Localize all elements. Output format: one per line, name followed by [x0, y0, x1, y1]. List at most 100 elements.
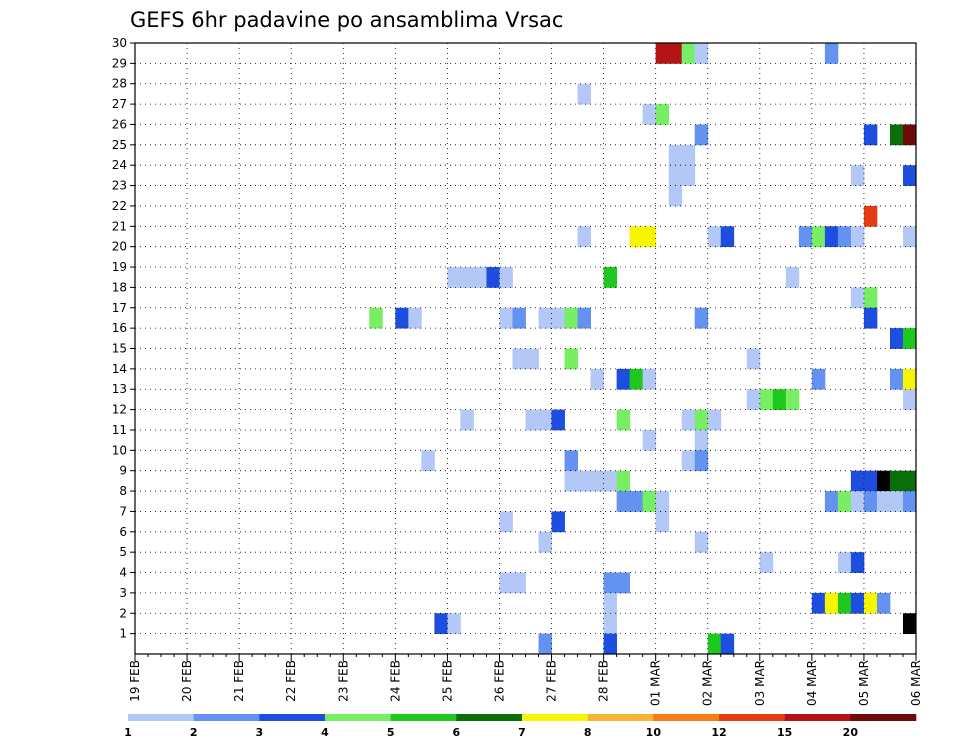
- heatmap-cell: [538, 307, 552, 329]
- x-tick-label: 04 MAR: [805, 660, 819, 706]
- heatmap-cell: [902, 470, 917, 492]
- y-tick-label: 25: [112, 138, 127, 152]
- heatmap-cell: [889, 491, 904, 512]
- heatmap-cell: [746, 348, 761, 370]
- y-tick-label: 2: [119, 606, 127, 620]
- heatmap-cell: [694, 307, 709, 329]
- heatmap-cell: [863, 287, 878, 309]
- y-tick-label: 19: [112, 260, 127, 274]
- heatmap-cell: [538, 531, 552, 553]
- colorbar-label: 7: [518, 726, 526, 739]
- heatmap-cell: [902, 328, 917, 349]
- x-tick-label: 26 FEB: [492, 660, 506, 702]
- heatmap-cell: [902, 165, 917, 186]
- y-tick-label: 6: [119, 525, 127, 539]
- heatmap-cell: [694, 531, 709, 553]
- heatmap-cell: [850, 470, 865, 492]
- y-tick-label: 26: [112, 117, 127, 131]
- heatmap-cell: [577, 307, 591, 329]
- y-tick-label: 24: [112, 158, 127, 172]
- heatmap-cell: [603, 633, 618, 655]
- heatmap-cell: [889, 328, 904, 349]
- y-tick-label: 3: [119, 586, 127, 600]
- heatmap-cell: [863, 592, 878, 614]
- heatmap-cell: [837, 592, 852, 614]
- heatmap-cell: [512, 572, 526, 594]
- colorbar-swatch: [456, 714, 523, 721]
- heatmap-cell: [603, 470, 618, 492]
- y-tick-label: 23: [112, 179, 127, 193]
- y-tick-label: 30: [112, 36, 127, 50]
- x-tick-label: 21 FEB: [232, 660, 246, 702]
- heatmap-cell: [668, 144, 683, 166]
- heatmap-cell: [499, 572, 513, 594]
- heatmap-cell: [694, 124, 709, 146]
- heatmap-cell: [655, 511, 670, 533]
- heatmap-cell: [694, 429, 709, 451]
- heatmap-cell: [616, 409, 631, 431]
- y-tick-label: 9: [119, 464, 127, 478]
- heatmap-cell: [499, 307, 513, 329]
- heatmap-cell: [499, 267, 513, 288]
- heatmap-cell: [863, 205, 878, 227]
- y-tick-label: 7: [119, 504, 127, 518]
- heatmap-cell: [850, 491, 865, 512]
- y-tick-label: 28: [112, 77, 127, 91]
- heatmap-cell: [824, 592, 839, 614]
- heatmap-cell: [824, 491, 839, 512]
- heatmap-cell: [538, 409, 552, 431]
- heatmap-cell: [902, 613, 917, 635]
- colorbar-label: 12: [711, 726, 726, 739]
- x-tick-label: 06 MAR: [909, 660, 923, 706]
- heatmap-cell: [902, 368, 917, 390]
- heatmap-cell: [603, 613, 618, 635]
- y-tick-label: 17: [112, 301, 127, 315]
- y-tick-label: 5: [119, 545, 127, 559]
- colorbar-label: 6: [453, 726, 461, 739]
- colorbar-swatch: [128, 714, 194, 721]
- heatmap-cell: [863, 491, 878, 512]
- heatmap-cell: [850, 287, 865, 309]
- grid-layer: [135, 43, 916, 654]
- heatmap-cell: [512, 348, 526, 370]
- heatmap-cell: [564, 470, 578, 492]
- colorbar-label: 20: [843, 726, 859, 739]
- y-tick-label: 12: [112, 403, 127, 417]
- heatmap-cell: [746, 389, 761, 410]
- heatmap-cell: [876, 470, 891, 492]
- heatmap-cell: [460, 267, 474, 288]
- colorbar-label: 2: [190, 726, 198, 739]
- heatmap-cell: [850, 226, 865, 248]
- y-tick-label: 13: [112, 382, 127, 396]
- heatmap-cell: [577, 83, 591, 105]
- x-tick-label: 01 MAR: [649, 660, 663, 706]
- heatmap-cell: [889, 470, 904, 492]
- y-tick-label: 15: [112, 342, 127, 356]
- heatmap-cell: [616, 491, 631, 512]
- heatmap-cell: [434, 613, 448, 635]
- heatmap-cell: [629, 226, 644, 248]
- heatmap-cell: [811, 226, 826, 248]
- heatmap-cell: [798, 226, 813, 248]
- heatmap-cell: [759, 389, 774, 410]
- heatmap-cell: [837, 226, 852, 248]
- heatmap-cell: [837, 491, 852, 512]
- y-tick-label: 18: [112, 280, 127, 294]
- heatmap-cell: [642, 491, 657, 512]
- heatmap-cell: [863, 470, 878, 492]
- colorbar-swatch: [522, 714, 588, 721]
- heatmap-cell: [538, 633, 552, 655]
- colorbar-label: 15: [777, 726, 792, 739]
- heatmap-cell: [655, 104, 670, 125]
- colorbar-swatch: [850, 714, 917, 721]
- heatmap-cell: [902, 124, 917, 146]
- heatmap-cell: [447, 613, 461, 635]
- heatmap-cell: [564, 450, 578, 472]
- heatmap-cell: [694, 409, 709, 431]
- heatmap-cell: [863, 124, 878, 146]
- heatmap-cell: [707, 409, 722, 431]
- heatmap-cell: [551, 511, 565, 533]
- heatmap-cell: [902, 226, 917, 248]
- heatmap-cell: [603, 267, 618, 288]
- colorbar-swatch: [784, 714, 851, 721]
